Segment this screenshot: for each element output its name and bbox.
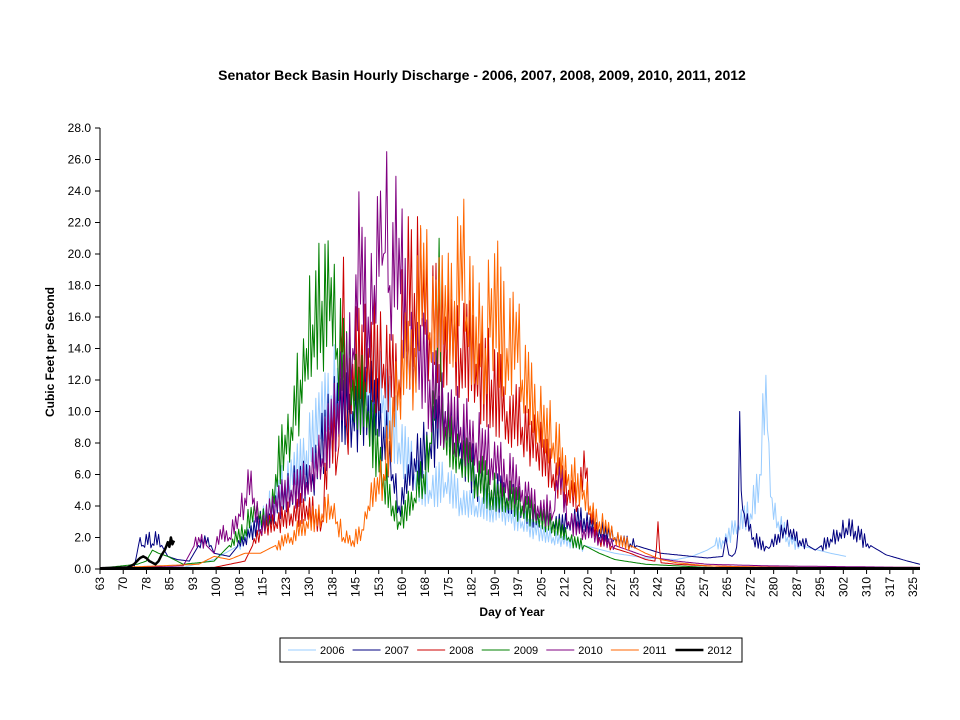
y-tick-label: 12.0 [68,373,92,387]
y-tick-label: 8.0 [74,436,91,450]
y-tick-label: 16.0 [68,310,92,324]
x-tick-label: 78 [140,577,154,591]
x-tick-label: 265 [720,577,734,597]
x-tick-label: 108 [232,577,246,597]
y-tick-label: 4.0 [74,499,91,513]
legend: 2006 2007 2008 2009 2010 2011 2012 [279,637,743,663]
legend-label-2008: 2008 [449,645,473,657]
x-tick-label: 197 [511,577,525,597]
y-tick-label: 24.0 [68,184,92,198]
x-tick-label: 153 [372,577,386,597]
x-tick-label: 115 [256,577,270,596]
y-tick-label: 20.0 [68,247,92,261]
y-tick-label: 26.0 [68,153,92,167]
y-axis-label: Cubic Feet per Second [43,287,57,417]
axes-layer: 0.0 2.0 4.0 6.0 8.0 10.0 12.0 14.0 16.0 18.0 20.0 2… [68,121,920,597]
y-tick-label: 2.0 [74,531,91,545]
x-tick-label: 227 [604,577,618,597]
x-tick-label: 160 [395,577,409,597]
x-tick-label: 123 [279,577,293,597]
x-tick-label: 100 [209,577,223,597]
x-axis-label: Day of Year [479,605,544,619]
x-tick-label: 63 [93,577,107,591]
x-tick-label: 93 [186,577,200,591]
x-axis-baseline [100,567,920,570]
x-tick-label: 235 [627,577,641,597]
y-tick-label: 18.0 [68,279,92,293]
series-line-2010 [100,151,920,569]
x-tick-label: 85 [163,577,177,591]
x-tick-label: 317 [883,577,897,597]
x-tick-label: 70 [116,577,130,591]
legend-label-2010: 2010 [578,645,602,657]
x-tick-label: 325 [906,577,920,597]
legend-label-2012: 2012 [707,645,731,657]
x-tick-label: 310 [860,577,874,597]
x-tick-label: 190 [488,577,502,597]
x-tick-label: 145 [349,577,363,597]
x-tick-label: 295 [813,577,827,597]
y-tick-label: 6.0 [74,468,91,482]
x-tick-label: 220 [581,577,595,597]
x-tick-label: 257 [697,577,711,597]
x-tick-label: 272 [743,577,757,597]
legend-label-2009: 2009 [514,645,538,657]
chart-title: Senator Beck Basin Hourly Discharge - 20… [218,67,746,83]
legend-box [279,637,743,663]
x-tick-label: 138 [325,577,339,597]
legend-label-2007: 2007 [385,645,409,657]
x-tick-label: 242 [651,577,665,597]
legend-label-2011: 2011 [643,645,667,657]
x-tick-label: 182 [465,577,479,597]
legend-label-2006: 2006 [320,645,344,657]
x-tick-label: 287 [790,577,804,597]
y-tick-label: 10.0 [68,405,92,419]
y-tick-label: 22.0 [68,216,92,230]
x-tick-label: 205 [534,577,548,597]
x-tick-label: 130 [302,577,316,597]
x-tick-label: 175 [441,577,455,597]
y-tick-label: 14.0 [68,342,92,356]
x-tick-label: 250 [674,577,688,597]
y-tick-label: 0.0 [74,562,91,576]
x-tick-label: 302 [836,577,850,597]
series-line-2006 [100,324,847,569]
x-tick-label: 212 [558,577,572,597]
x-tick-label: 280 [767,577,781,597]
x-tick-label: 168 [418,577,432,597]
y-tick-label: 28.0 [68,121,92,135]
